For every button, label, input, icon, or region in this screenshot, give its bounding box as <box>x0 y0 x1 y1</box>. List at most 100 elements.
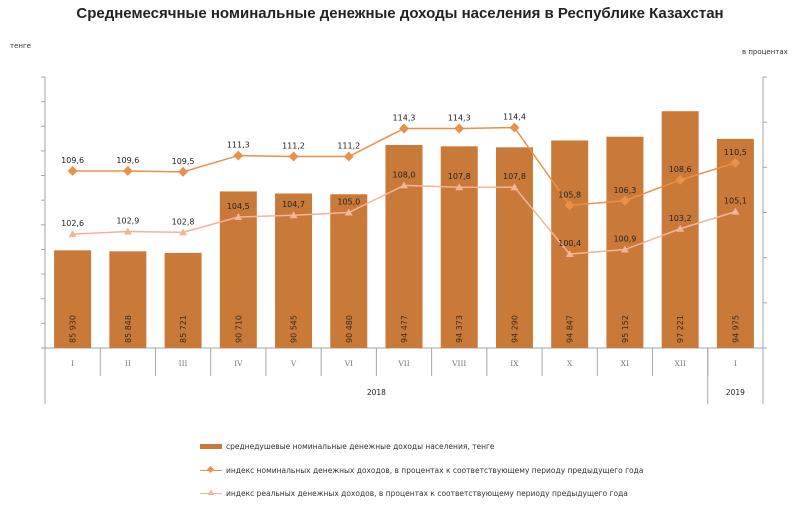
legend-bar-swatch <box>200 444 222 449</box>
x-tick-label: V <box>290 359 297 368</box>
bar <box>54 250 92 348</box>
bar-value-label: 90 545 <box>290 315 299 343</box>
chart-title: Среднемесячные номинальные денежные дохо… <box>76 5 724 22</box>
triangle-marker <box>123 227 132 235</box>
data-label: 108,0 <box>393 170 416 179</box>
data-label: 104,5 <box>227 202 250 211</box>
data-label: 109,6 <box>116 156 139 165</box>
year-label: 2019 <box>726 388 745 397</box>
data-label: 109,6 <box>61 156 84 165</box>
legend-triangle-line-swatch <box>200 488 222 498</box>
x-tick-label: VIII <box>451 359 466 368</box>
data-label: 102,6 <box>61 219 84 228</box>
x-tick-label: IV <box>234 359 243 368</box>
x-tick-label: XI <box>621 359 629 368</box>
diamond-marker <box>619 195 630 206</box>
legend-label: среднедушевые номинальные денежные доход… <box>226 442 495 451</box>
legend-label: индекс номинальных денежных доходов, в п… <box>226 465 644 475</box>
diamond-marker <box>730 157 741 168</box>
x-tick-label: I <box>734 359 737 368</box>
bar <box>275 193 313 348</box>
bar-value-label: 97 221 <box>676 315 685 343</box>
triangle-marker <box>676 224 685 232</box>
bar-value-label: 85 848 <box>124 315 133 343</box>
data-label: 105,0 <box>337 198 360 207</box>
diamond-marker <box>454 123 465 134</box>
data-label: 111,3 <box>227 141 250 150</box>
diamond-marker <box>122 165 133 176</box>
bar-value-label: 94 477 <box>400 315 409 343</box>
x-tick-label: III <box>179 359 188 368</box>
diamond-marker <box>67 165 78 176</box>
triangle-marker <box>565 250 574 258</box>
diamond-marker <box>233 150 244 161</box>
bar <box>440 146 478 348</box>
triangle-marker <box>179 228 188 236</box>
bar-value-label: 94 290 <box>510 315 519 343</box>
data-label: 106,3 <box>613 186 636 195</box>
bar-value-label: 94 373 <box>455 315 464 343</box>
data-label: 114,4 <box>503 113 526 122</box>
x-tick-label: IX <box>510 359 519 368</box>
diamond-marker <box>343 151 354 162</box>
triangle-marker <box>234 213 243 221</box>
x-tick-label: X <box>567 359 573 368</box>
data-label: 111,2 <box>282 141 305 150</box>
data-label: 102,9 <box>116 216 139 225</box>
legend-label: индекс реальных денежных доходов, в проц… <box>226 488 628 498</box>
legend-item-nominal: индекс номинальных денежных доходов, в п… <box>200 465 643 475</box>
triangle-marker <box>68 230 77 238</box>
legend-diamond-line-swatch <box>200 465 222 475</box>
triangle-marker <box>620 245 629 253</box>
data-label: 100,9 <box>613 235 636 244</box>
diamond-marker <box>178 166 189 177</box>
bar-value-label: 85 930 <box>69 315 78 343</box>
data-label: 102,8 <box>172 217 195 226</box>
diamond-marker <box>399 123 409 134</box>
legend-item-real: индекс реальных денежных доходов, в проц… <box>200 488 628 498</box>
bar-value-label: 90 710 <box>234 315 243 343</box>
data-label: 108,6 <box>669 165 692 174</box>
bar <box>385 145 423 348</box>
diamond-marker <box>509 122 520 133</box>
data-label: 110,5 <box>724 148 747 157</box>
legend-item-bars: среднедушевые номинальные денежные доход… <box>200 442 495 451</box>
x-tick-label: XII <box>675 359 686 368</box>
bar <box>109 251 147 348</box>
bar <box>495 147 533 348</box>
bar <box>551 140 589 348</box>
bar <box>716 138 754 348</box>
triangle-marker <box>289 211 298 219</box>
x-tick-label: II <box>125 359 131 368</box>
bar-value-label: 85 721 <box>179 315 188 343</box>
diamond-marker <box>288 151 299 162</box>
bar-value-label: 94 975 <box>731 315 740 343</box>
x-tick-label: VI <box>344 359 353 368</box>
diamond-marker <box>675 175 686 185</box>
data-label: 114,3 <box>393 113 416 122</box>
bar <box>330 194 368 348</box>
triangle-marker <box>400 181 408 189</box>
data-label: 107,8 <box>503 172 526 181</box>
data-label: 103,2 <box>669 214 692 223</box>
data-label: 111,2 <box>337 141 360 150</box>
year-label: 2018 <box>367 388 386 397</box>
triangle-marker <box>510 183 519 191</box>
bar <box>164 252 202 348</box>
triangle-marker <box>731 207 740 215</box>
data-label: 100,4 <box>558 239 581 248</box>
x-tick-label: I <box>71 359 74 368</box>
data-label: 105,1 <box>724 197 747 206</box>
x-tick-label: VII <box>397 359 409 368</box>
data-label: 114,3 <box>448 113 471 122</box>
data-label: 105,8 <box>558 190 581 199</box>
data-label: 107,8 <box>448 172 471 181</box>
bar-value-label: 94 847 <box>566 315 575 343</box>
triangle-marker <box>455 183 464 191</box>
bar-value-label: 90 480 <box>345 315 354 343</box>
y-axis-label: тенге <box>10 42 31 50</box>
bar-value-label: 95 152 <box>621 315 630 343</box>
y2-axis-label: в процентах <box>742 48 788 56</box>
triangle-marker <box>344 208 353 216</box>
